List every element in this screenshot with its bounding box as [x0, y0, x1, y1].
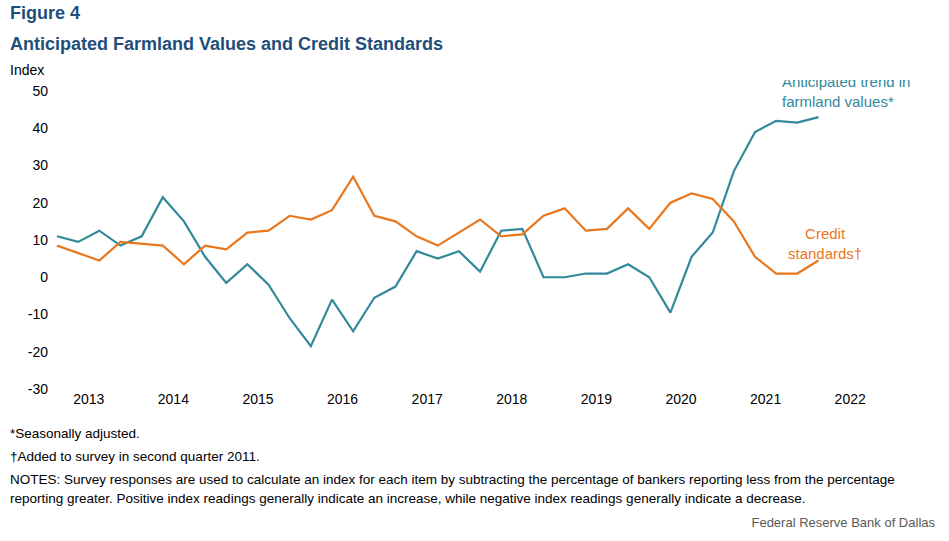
svg-text:0: 0	[40, 269, 48, 285]
html-text:Federal Reserve Bank of Dallas: Federal Reserve Bank of Dallas	[751, 515, 935, 530]
svg-text:-20: -20	[28, 344, 48, 360]
svg-text:2021: 2021	[750, 391, 781, 407]
svg-text:50: 50	[32, 83, 48, 99]
html-text:Index: Index	[10, 62, 45, 78]
html-text:†Added to survey in second qua: †Added to survey in second quarter 2011.	[10, 449, 260, 464]
html-text:Anticipated Farmland Values an: Anticipated Farmland Values and Credit S…	[10, 34, 444, 54]
svg-text:-10: -10	[28, 306, 48, 322]
svg-text:2016: 2016	[327, 391, 358, 407]
svg-text:30: 30	[32, 157, 48, 173]
svg-text:2017: 2017	[412, 391, 443, 407]
svg-text:2015: 2015	[242, 391, 273, 407]
svg-text:-30: -30	[28, 381, 48, 397]
svg-text:10: 10	[32, 232, 48, 248]
svg-text:40: 40	[32, 120, 48, 136]
svg-text:2014: 2014	[158, 391, 189, 407]
html-text:Figure 4: Figure 4	[10, 3, 80, 23]
html-text:*Seasonally adjusted.: *Seasonally adjusted.	[10, 426, 140, 441]
svg-text:2013: 2013	[73, 391, 104, 407]
svg-text:Anticipated trend infarmland v: Anticipated trend infarmland values*	[782, 80, 910, 110]
svg-text:20: 20	[32, 195, 48, 211]
svg-text:2018: 2018	[496, 391, 527, 407]
svg-text:Creditstandards†: Creditstandards†	[788, 225, 862, 262]
svg-text:2019: 2019	[581, 391, 612, 407]
svg-text:2020: 2020	[665, 391, 696, 407]
svg-text:2022: 2022	[835, 391, 866, 407]
html-text:NOTES: Survey responses are us: NOTES: Survey responses are used to calc…	[10, 472, 895, 506]
